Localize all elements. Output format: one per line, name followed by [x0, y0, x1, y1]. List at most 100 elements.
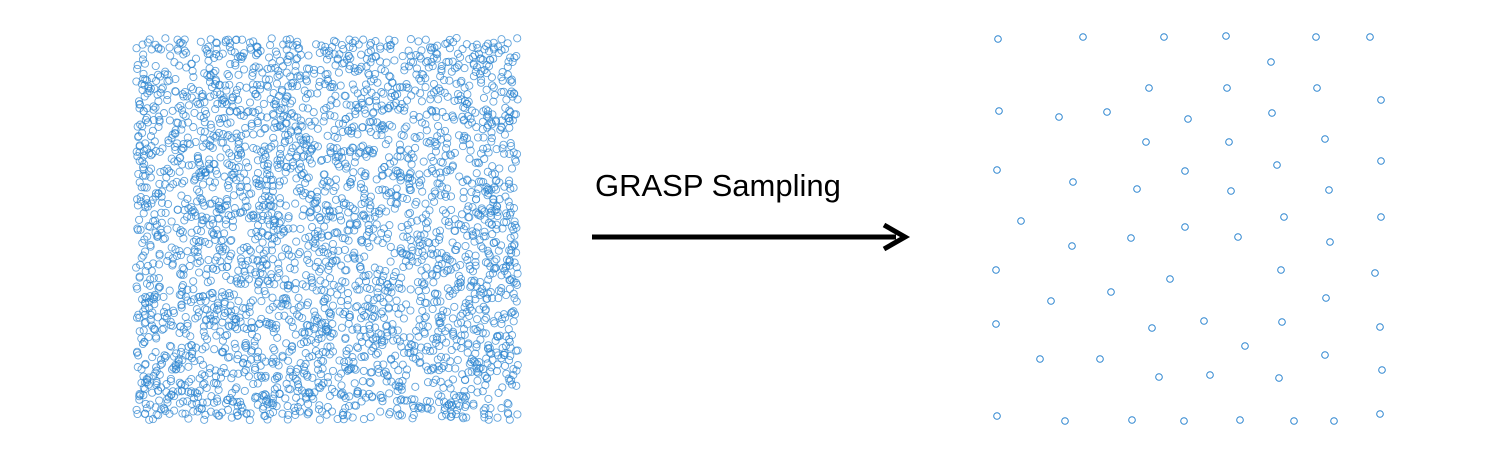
cloud-point [147, 266, 156, 275]
cloud-point [501, 290, 511, 300]
cloud-point [176, 251, 185, 260]
cloud-point [473, 315, 482, 324]
cloud-point [387, 354, 396, 363]
cloud-point [379, 297, 388, 307]
cloud-point [292, 40, 301, 49]
cloud-point [385, 221, 394, 230]
cloud-point [361, 172, 370, 181]
cloud-point [431, 147, 440, 156]
cloud-point [238, 261, 247, 270]
cloud-point [250, 341, 259, 350]
cloud-point [298, 211, 307, 220]
cloud-point [159, 109, 169, 118]
arrow-right-icon [592, 222, 911, 252]
cloud-point [293, 364, 302, 373]
cloud-point [273, 373, 282, 382]
cloud-point [302, 271, 311, 280]
cloud-point [275, 269, 284, 278]
cloud-point [397, 411, 406, 420]
cloud-point [443, 184, 452, 193]
cloud-point [454, 131, 464, 140]
cloud-point [405, 208, 415, 217]
cloud-point [135, 215, 144, 224]
cloud-point [351, 401, 361, 410]
cloud-point [321, 206, 331, 215]
cloud-point [341, 164, 351, 173]
cloud-point [214, 385, 223, 394]
cloud-point [225, 292, 235, 301]
cloud-point [159, 307, 169, 316]
cloud-point [171, 245, 180, 254]
cloud-point [319, 117, 328, 126]
cloud-point [410, 133, 419, 142]
cloud-point [422, 263, 431, 272]
cloud-point [302, 392, 311, 401]
cloud-point [418, 239, 427, 248]
cloud-point [321, 242, 330, 251]
cloud-point [450, 226, 459, 235]
cloud-point [440, 88, 449, 97]
cloud-point [278, 353, 287, 362]
cloud-point [446, 357, 455, 366]
cloud-point [173, 118, 182, 127]
cloud-point [214, 304, 223, 313]
cloud-point [351, 100, 360, 109]
cloud-point [460, 330, 469, 339]
cloud-point [422, 126, 431, 135]
cloud-point [442, 266, 451, 275]
cloud-point [469, 72, 478, 81]
cloud-point [353, 302, 362, 311]
cloud-point [247, 329, 257, 339]
cloud-point [431, 238, 440, 247]
cloud-point [386, 242, 395, 251]
cloud-point [497, 284, 506, 293]
cloud-point [194, 252, 203, 261]
cloud-point [443, 284, 452, 293]
cloud-point [190, 176, 199, 185]
cloud-point [193, 312, 202, 321]
cloud-point [316, 276, 325, 285]
cloud-point [200, 379, 209, 388]
cloud-point [507, 222, 516, 231]
cloud-point [476, 149, 486, 158]
cloud-point [232, 277, 241, 286]
cloud-point [275, 70, 284, 79]
sampled-point [1376, 410, 1384, 418]
cloud-point [487, 349, 496, 358]
cloud-point [340, 147, 349, 156]
cloud-point [432, 228, 441, 237]
cloud-point [299, 169, 308, 178]
cloud-point [181, 199, 190, 208]
cloud-point [478, 244, 487, 253]
cloud-point [148, 149, 157, 158]
cloud-point [226, 275, 235, 284]
cloud-point [163, 199, 173, 209]
cloud-point [159, 235, 168, 244]
cloud-point [301, 94, 311, 103]
sampled-point [1377, 157, 1385, 165]
cloud-point [228, 102, 237, 111]
cloud-point [294, 165, 304, 174]
cloud-point [242, 341, 251, 350]
cloud-point [313, 231, 322, 240]
cloud-point [260, 286, 269, 296]
cloud-point [452, 406, 461, 415]
cloud-point [310, 307, 319, 316]
cloud-point [376, 407, 385, 416]
sampled-point [1103, 108, 1111, 116]
cloud-point [444, 400, 454, 409]
cloud-point [222, 271, 231, 281]
cloud-point [216, 257, 225, 266]
cloud-point [178, 409, 187, 418]
cloud-point [135, 104, 144, 113]
cloud-point [174, 387, 183, 396]
cloud-point [351, 281, 360, 290]
cloud-point [409, 115, 418, 124]
cloud-point [154, 386, 163, 395]
cloud-point [143, 38, 152, 47]
cloud-point [291, 279, 300, 288]
cloud-point [443, 92, 452, 101]
cloud-point [170, 392, 179, 401]
cloud-point [398, 360, 407, 369]
sampled-point [1277, 266, 1285, 274]
